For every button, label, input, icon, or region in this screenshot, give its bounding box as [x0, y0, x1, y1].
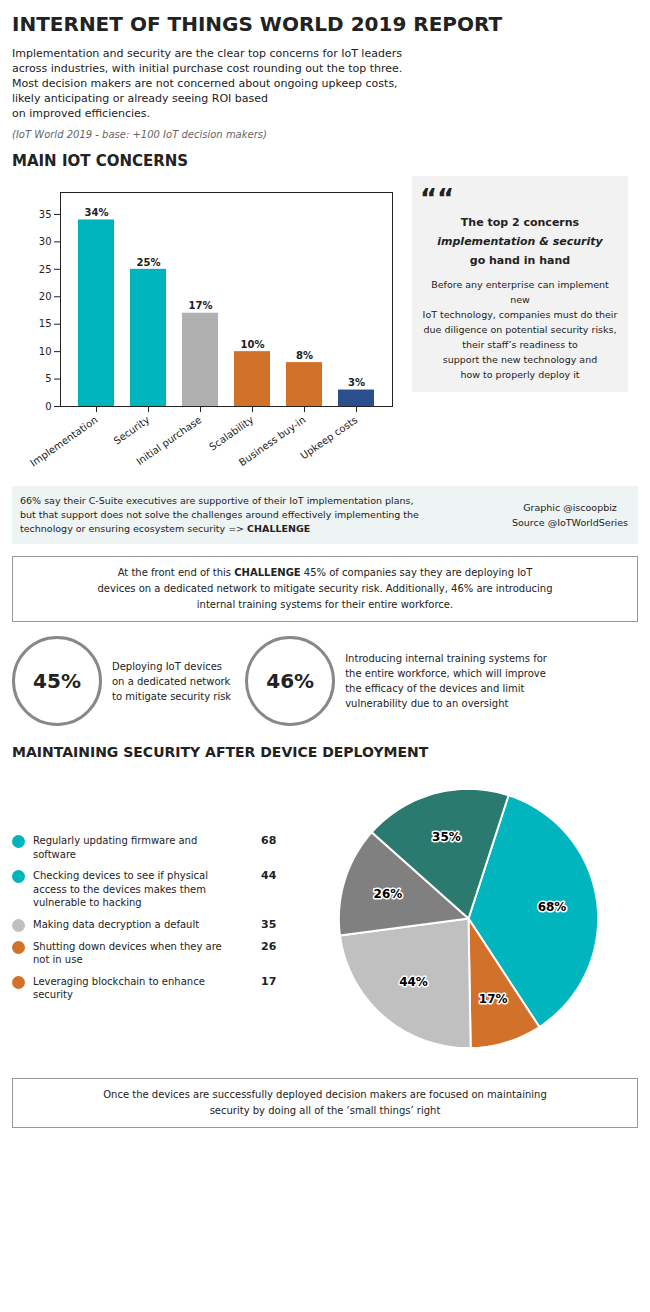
svg-text:34%: 34%	[85, 207, 109, 218]
svg-text:Initial purchase: Initial purchase	[134, 414, 203, 467]
html-text:35: 35	[261, 917, 277, 931]
html-text:68: 68	[261, 834, 277, 848]
svg-text:44%: 44%	[399, 975, 428, 989]
svg-text:35: 35	[39, 209, 52, 220]
svg-text:17%: 17%	[189, 300, 213, 311]
html-text:Introducing internal training: Introducing internal training systems fo…	[345, 653, 547, 709]
html-text:across industries, with initia: across industries, with initial purchase…	[12, 62, 403, 75]
html-text:on improved efficiencies.: on improved efficiencies.	[12, 107, 151, 120]
html-text:Before any enterprise can impl: Before any enterprise can implement new …	[422, 279, 618, 380]
svg-text:68%: 68%	[538, 900, 567, 914]
html-text:Making data decryption a defau: Making data decryption a default	[33, 918, 200, 930]
svg-text:10: 10	[39, 346, 52, 357]
svg-text:Business buy-in: Business buy-in	[237, 414, 308, 468]
svg-text:25%: 25%	[137, 257, 161, 268]
html-text:Deploying IoT devices on a ded: Deploying IoT devices on a dedicated net…	[112, 660, 232, 702]
svg-text:Upkeep costs: Upkeep costs	[298, 414, 359, 461]
svg-text:Scalability: Scalability	[207, 414, 255, 453]
svg-text:25: 25	[39, 264, 52, 275]
svg-text:15: 15	[39, 318, 52, 329]
svg-text:10%: 10%	[241, 339, 265, 350]
html-text:Graphic @iscoopbiz Source @IoT: Graphic @iscoopbiz Source @IoTWorldSerie…	[512, 502, 628, 528]
html-text:Leveraging blockchain to enhan: Leveraging blockchain to enhance securit…	[33, 975, 205, 1001]
html-text:At the front end of this CHALL: At the front end of this CHALLENGE 45% o…	[117, 567, 533, 578]
html-text:45%: 45%	[33, 669, 81, 693]
svg-text:17%: 17%	[479, 992, 508, 1006]
html-text:implementation & security: implementation & security	[437, 235, 603, 248]
html-text:internal training systems for: internal training systems for their enti…	[196, 599, 454, 610]
svg-text:20: 20	[39, 291, 52, 302]
html-text:go hand in hand: go hand in hand	[469, 254, 571, 267]
html-text:MAINTAINING SECURITY AFTER DEV: MAINTAINING SECURITY AFTER DEVICE DEPLOY…	[12, 744, 429, 760]
html-text:Regularly updating firmware an: Regularly updating firmware and software	[33, 835, 198, 860]
html-text:44: 44	[261, 869, 277, 883]
html-text:Shutting down devices when the: Shutting down devices when they are not …	[33, 940, 222, 966]
html-text:devices on a dedicated network: devices on a dedicated network to mitiga…	[97, 583, 553, 594]
svg-text:Security: Security	[112, 414, 152, 447]
html-text:INTERNET OF THINGS WORLD 2019: INTERNET OF THINGS WORLD 2019 REPORT	[12, 12, 503, 36]
html-text:Most decision makers are not c: Most decision makers are not concerned a…	[12, 77, 398, 90]
svg-text:30: 30	[39, 236, 52, 247]
html-text:likely anticipating or already: likely anticipating or already seeing RO…	[12, 92, 268, 105]
html-text:17: 17	[261, 974, 277, 988]
svg-text:8%: 8%	[296, 350, 313, 361]
html-text:Checking devices to see if phy: Checking devices to see if physical acce…	[33, 870, 208, 909]
html-text:66% say their C-Suite executiv: 66% say their C-Suite executives are sup…	[20, 495, 419, 534]
svg-text:Implementation: Implementation	[28, 414, 99, 469]
html-text:The top 2 concerns: The top 2 concerns	[460, 216, 580, 229]
html-text:Implementation and security ar: Implementation and security are the clea…	[12, 47, 402, 60]
svg-text:35%: 35%	[432, 830, 461, 844]
html-text:26: 26	[261, 939, 277, 953]
html-text:(IoT World 2019 - base: +100 I: (IoT World 2019 - base: +100 IoT decisio…	[12, 129, 267, 140]
html-text:MAIN IOT CONCERNS: MAIN IOT CONCERNS	[12, 152, 189, 170]
svg-text:26%: 26%	[374, 887, 403, 901]
html-text:Once the devices are successfu: Once the devices are successfully deploy…	[103, 1089, 547, 1116]
svg-text:3%: 3%	[348, 377, 365, 388]
svg-text:5: 5	[45, 373, 51, 384]
svg-text:0: 0	[45, 401, 51, 412]
html-text:46%: 46%	[266, 669, 315, 693]
